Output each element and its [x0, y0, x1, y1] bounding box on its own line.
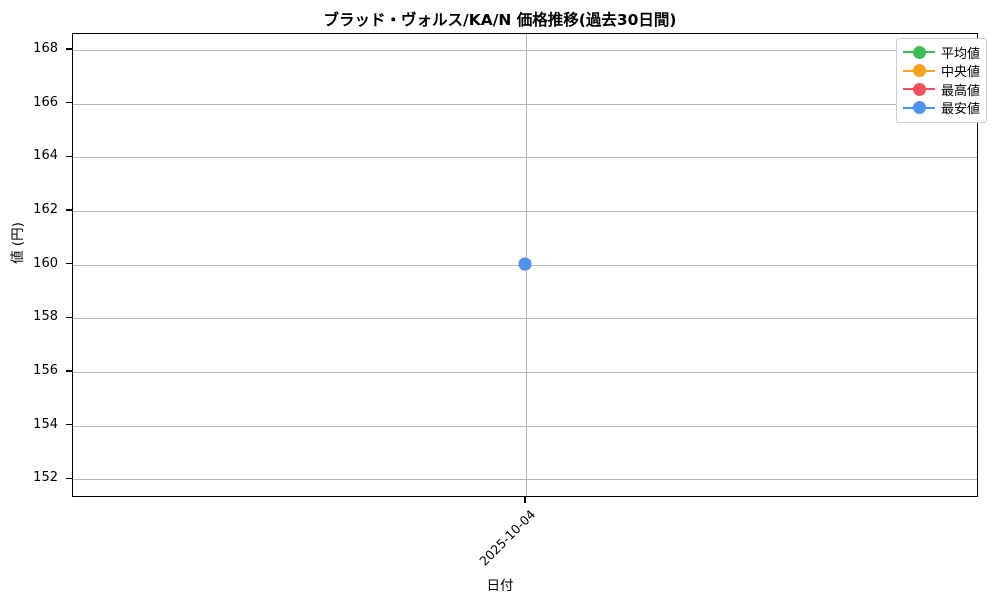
- x-axis-label: 日付: [486, 578, 514, 594]
- y-axis-label: 値 (円): [10, 222, 26, 264]
- y-tick-mark: [66, 477, 72, 479]
- y-tick-label: 162: [33, 202, 58, 218]
- y-gridline: [73, 157, 977, 159]
- y-tick-mark: [66, 155, 72, 158]
- y-tick-label: 154: [33, 416, 58, 432]
- y-tick-mark: [66, 209, 72, 211]
- y-gridline: [73, 479, 977, 481]
- y-tick-label: 160: [33, 255, 58, 271]
- x-tick-label: 2025-10-04: [476, 506, 539, 569]
- y-tick-mark: [66, 370, 72, 372]
- y-tick-label: 166: [33, 94, 58, 110]
- legend-marker-icon: [903, 82, 935, 96]
- legend-item[interactable]: 平均値: [903, 43, 980, 62]
- y-tick-label: 168: [33, 41, 58, 57]
- y-tick-mark: [66, 262, 72, 265]
- y-tick-label: 156: [33, 362, 58, 378]
- legend-marker-icon: [903, 101, 935, 115]
- y-tick-label: 164: [33, 148, 58, 164]
- legend-item[interactable]: 最安値: [903, 99, 981, 118]
- y-gridline: [73, 50, 977, 52]
- y-gridline: [73, 318, 977, 320]
- y-tick-label: 158: [33, 309, 58, 325]
- y-gridline: [73, 425, 977, 427]
- data-point: [518, 257, 532, 271]
- chart-title: ブラッド・ヴォルス/KA/N 価格推移(過去30日間): [323, 11, 677, 29]
- legend-label: 最安値: [941, 102, 981, 118]
- y-gridline: [73, 371, 977, 373]
- y-tick-mark: [66, 423, 72, 426]
- legend-label: 中央値: [941, 65, 981, 81]
- legend-label: 最高値: [941, 83, 981, 99]
- y-tick-mark: [66, 48, 72, 50]
- legend-marker-icon: [903, 64, 935, 78]
- y-gridline: [73, 103, 977, 105]
- legend-marker-icon: [903, 45, 935, 59]
- legend-item[interactable]: 中央値: [903, 62, 981, 81]
- y-tick-mark: [66, 316, 72, 318]
- y-gridline: [73, 211, 977, 213]
- x-tick-mark: [524, 497, 526, 503]
- y-tick-label: 152: [33, 470, 58, 486]
- legend-item[interactable]: 最高値: [903, 80, 980, 99]
- chart-legend: 平均値中央値最高値最安値: [896, 38, 988, 123]
- legend-label: 平均値: [941, 46, 981, 62]
- y-tick-mark: [66, 102, 72, 104]
